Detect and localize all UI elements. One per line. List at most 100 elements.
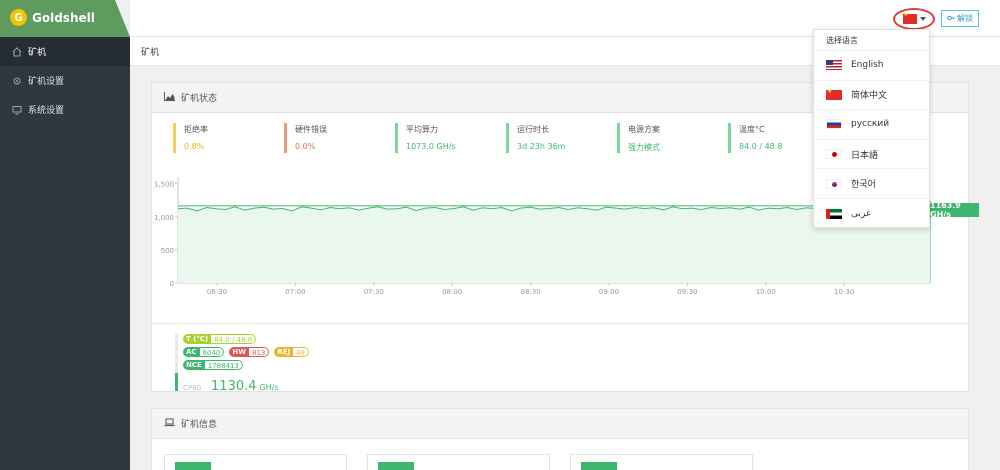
tag-key: AC — [183, 347, 200, 357]
stat-uptime: 运行时长 3d 23h 36m — [506, 123, 617, 153]
language-label: русский — [851, 119, 890, 130]
hashrate-unit: GH/s — [259, 383, 279, 392]
caret-down-icon — [919, 17, 926, 21]
stat-value: 强力模式 — [628, 143, 660, 152]
kr-flag-icon — [826, 178, 842, 189]
language-dropdown: 选择语言 English 简体中文 русский 日本語 한국어 عربى — [813, 29, 930, 228]
language-label: English — [851, 60, 884, 71]
laptop-icon — [164, 418, 175, 430]
monitor-icon — [12, 105, 22, 115]
ae-flag-icon — [826, 208, 842, 219]
stat-temperature: 温度°C 84.0 / 48.8 — [728, 123, 839, 153]
stat-average-hashrate: 平均算力 1073.0 GH/s — [395, 123, 506, 153]
panel-header: 矿机信息 — [152, 409, 968, 439]
temp-tag: T (°C) 84.0 / 48.8 — [183, 334, 257, 344]
cn-flag-icon — [826, 89, 842, 100]
miner-model: CP80 — [183, 384, 202, 392]
scrollbar-track[interactable] — [175, 334, 178, 394]
tag-row-temp: T (°C) 84.0 / 48.8 — [183, 334, 257, 344]
rej-tag: REJ 48 — [274, 347, 310, 357]
info-card — [367, 454, 550, 470]
x-tick-label: 09:00 — [599, 288, 619, 296]
language-option-korean[interactable]: 한국어 — [814, 169, 929, 199]
stat-value: 3d 23h 36m — [517, 142, 566, 151]
stats-row: 拒绝率 0.8% 硬件错误 0.0% 平均算力 1073.0 GH/s 运行时长 3d 23h… — [173, 123, 839, 153]
language-label: 한국어 — [851, 180, 876, 191]
jp-flag-icon — [826, 149, 842, 160]
unlock-button[interactable]: 解锁 — [941, 10, 979, 27]
cn-flag-icon — [902, 12, 917, 24]
x-tick-label: 08:00 — [442, 288, 462, 296]
card-accent — [378, 462, 414, 470]
hashrate-summary: CP80 1130.4 GH/s — [183, 379, 278, 394]
top-header: 解锁 — [130, 0, 1000, 37]
stat-label: 硬件错误 — [295, 125, 327, 134]
stat-label: 温度°C — [739, 125, 765, 134]
sidebar-item-system-settings[interactable]: 系统设置 — [0, 95, 130, 124]
x-tick-label: 07:00 — [285, 288, 305, 296]
hw-tag: HW 813 — [229, 347, 270, 357]
stat-hardware-error: 硬件错误 0.0% — [284, 123, 395, 153]
card-accent — [581, 462, 617, 470]
sidebar-item-label: 矿机设置 — [28, 77, 65, 87]
dropdown-title: 选择语言 — [814, 30, 929, 51]
tag-key: REJ — [274, 347, 294, 357]
language-selector-button[interactable] — [893, 8, 935, 30]
language-label: عربى — [851, 208, 872, 219]
home-icon — [12, 46, 22, 57]
x-tick-label: 08:30 — [521, 288, 541, 296]
sidebar: 矿机 矿机设置 系统设置 — [0, 37, 130, 470]
panel-title: 矿机状态 — [181, 94, 218, 104]
hashrate-readout: 1130.4 GH/s — [211, 379, 278, 394]
tag-key: T (°C) — [183, 334, 212, 344]
y-tick-label: 500 — [161, 247, 174, 255]
x-tick-label: 06:30 — [207, 288, 227, 296]
language-option-japanese[interactable]: 日本語 — [814, 140, 929, 170]
sidebar-item-label: 矿机 — [28, 48, 47, 58]
stat-label: 运行时长 — [517, 125, 549, 134]
tag-key: NCE — [183, 360, 205, 370]
stat-label: 平均算力 — [406, 125, 438, 134]
hashrate-chart: 0 500 1,000 1,500 06:30 07:00 07:30 08:00 08:30 0… — [154, 177, 931, 296]
scrollbar-thumb[interactable] — [175, 373, 178, 391]
panel-title: 矿机信息 — [181, 420, 218, 430]
breadcrumb-current: 矿机 — [141, 47, 160, 58]
card-accent — [175, 462, 211, 470]
y-tick-label: 1,500 — [154, 181, 174, 189]
tag-row-nce: NCE 1788413 — [183, 360, 243, 370]
gear-icon — [12, 76, 22, 86]
sidebar-item-miner-settings[interactable]: 矿机设置 — [0, 66, 130, 95]
stat-label: 电源方案 — [628, 125, 660, 134]
miner-status-panel: 矿机状态 拒绝率 0.8% 硬件错误 0.0% 平均算力 1073.0 GH/s 运行时长 3… — [151, 82, 979, 394]
tag-key: HW — [229, 347, 249, 357]
us-flag-icon — [826, 60, 842, 71]
hashrate-line — [177, 206, 931, 212]
y-tick-label: 1,000 — [154, 214, 174, 222]
stat-value: 0.0% — [295, 142, 316, 151]
brand-name: Goldshell — [32, 10, 95, 25]
hashrate-area — [178, 206, 930, 283]
info-card — [164, 454, 347, 470]
stat-value: 0.8% — [184, 142, 205, 151]
language-option-arabic[interactable]: عربى — [814, 199, 929, 229]
x-tick-label: 09:30 — [677, 288, 697, 296]
stat-value: 1073.0 GH/s — [406, 142, 456, 151]
ac-tag: AC 6040 — [183, 347, 225, 357]
sidebar-item-miner[interactable]: 矿机 — [0, 37, 130, 66]
language-option-russian[interactable]: русский — [814, 110, 929, 140]
brand-logo[interactable]: G Goldshell — [10, 9, 95, 26]
stat-reject-rate: 拒绝率 0.8% — [173, 123, 284, 153]
stat-power-mode: 电源方案 强力模式 — [617, 123, 728, 153]
stat-label: 拒绝率 — [184, 125, 208, 134]
language-option-chinese[interactable]: 简体中文 — [814, 81, 929, 111]
hashrate-value: 1130.4 — [211, 379, 257, 394]
ru-flag-icon — [826, 119, 842, 130]
tag-value: 6040 — [199, 347, 225, 357]
key-icon — [947, 14, 955, 24]
language-option-english[interactable]: English — [814, 51, 929, 81]
info-card — [570, 454, 753, 470]
tag-row-counters: AC 6040 HW 813 REJ 48 — [183, 347, 310, 357]
y-tick-label: 0 — [170, 280, 174, 288]
tag-value: 48 — [293, 347, 310, 357]
sidebar-item-label: 系统设置 — [28, 106, 65, 116]
